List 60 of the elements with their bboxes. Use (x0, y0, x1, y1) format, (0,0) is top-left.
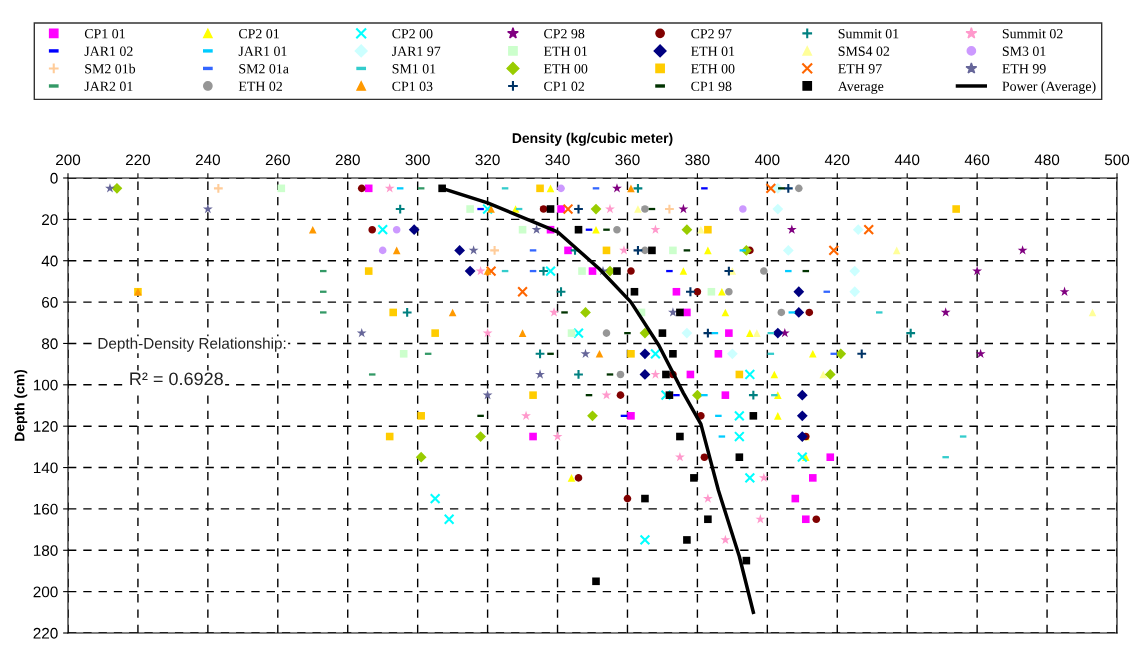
legend-label: CP2 00 (392, 28, 433, 39)
y-tick-label: 140 (33, 462, 58, 474)
y-tick-label: 160 (33, 503, 58, 515)
legend-label: Average (837, 81, 884, 94)
x-tick-label: 440 (894, 154, 920, 166)
legend-label: CP2 01 (238, 28, 279, 39)
legend-label: JAR1 97 (392, 46, 441, 56)
x-tick-label: 320 (475, 154, 500, 166)
legend-label: JAR1 02 (84, 46, 133, 56)
legend-label: CP1 02 (544, 81, 585, 91)
legend-label: ETH 97 (838, 64, 882, 74)
legend-label: ETH 01 (543, 46, 588, 56)
legend-label: CP2 98 (544, 28, 585, 39)
legend-label: Summit 01 (838, 28, 899, 39)
y-tick-label: 120 (33, 421, 58, 432)
legend-label: JAR2 01 (84, 81, 133, 91)
legend-label: CP1 98 (691, 81, 732, 91)
x-tick-label: 400 (754, 154, 780, 166)
x-tick-label: 220 (125, 154, 151, 166)
legend-label: JAR1 01 (238, 46, 287, 56)
y-tick-label: 60 (42, 296, 58, 308)
y-tick-label: 20 (42, 214, 58, 226)
x-tick-label: 480 (1034, 154, 1060, 166)
legend-label: Power (Average) (1002, 81, 1096, 94)
legend-label: SM1 01 (392, 64, 436, 74)
legend-label: CP2 97 (691, 29, 732, 39)
x-tick-label: 340 (545, 154, 570, 166)
annotation: Depth-Density Relationship: (98, 337, 286, 352)
x-tick-label: 420 (824, 154, 850, 166)
legend-label: ETH 01 (691, 46, 735, 56)
y-tick-label: 80 (41, 338, 58, 350)
legend-label: ETH 99 (1002, 64, 1046, 74)
x-tick-label: 380 (685, 154, 710, 166)
legend-label: CP1 01 (84, 28, 125, 39)
y-tick-label: 220 (33, 627, 58, 639)
legend-label: ETH 00 (691, 64, 735, 74)
x-tick-label: 500 (1104, 154, 1130, 166)
legend-label: Summit 02 (1002, 28, 1063, 39)
x-tick-label: 280 (335, 154, 360, 166)
legend-label: CP1 03 (392, 81, 433, 91)
legend-label: ETH 02 (238, 81, 282, 91)
x-tick-label: 200 (56, 154, 81, 166)
y-tick-label: 200 (33, 586, 58, 598)
y-tick-label: 100 (33, 379, 58, 391)
x-tick-label: 300 (405, 154, 430, 166)
x-tick-label: 240 (195, 154, 221, 166)
legend-label: SMS4 02 (838, 46, 890, 56)
y-tick-label: 0 (50, 172, 58, 184)
legend-label: SM2 01a (239, 64, 289, 74)
legend-label: SM3 01 (1002, 46, 1046, 56)
x-tick-label: 460 (964, 154, 990, 166)
y-tick-label: 180 (33, 545, 58, 556)
x-tick-label: 360 (615, 154, 640, 166)
x-tick-label: 260 (265, 154, 290, 166)
y-axis-title: Depth (cm) (14, 369, 28, 441)
annotation: R² = 0.6928 (130, 372, 223, 386)
legend-label: SM2 01b (85, 63, 136, 74)
legend-label: ETH 00 (543, 64, 588, 74)
x-axis-title: Density (kg/cubic meter) (512, 132, 673, 146)
y-tick-label: 40 (41, 255, 58, 267)
